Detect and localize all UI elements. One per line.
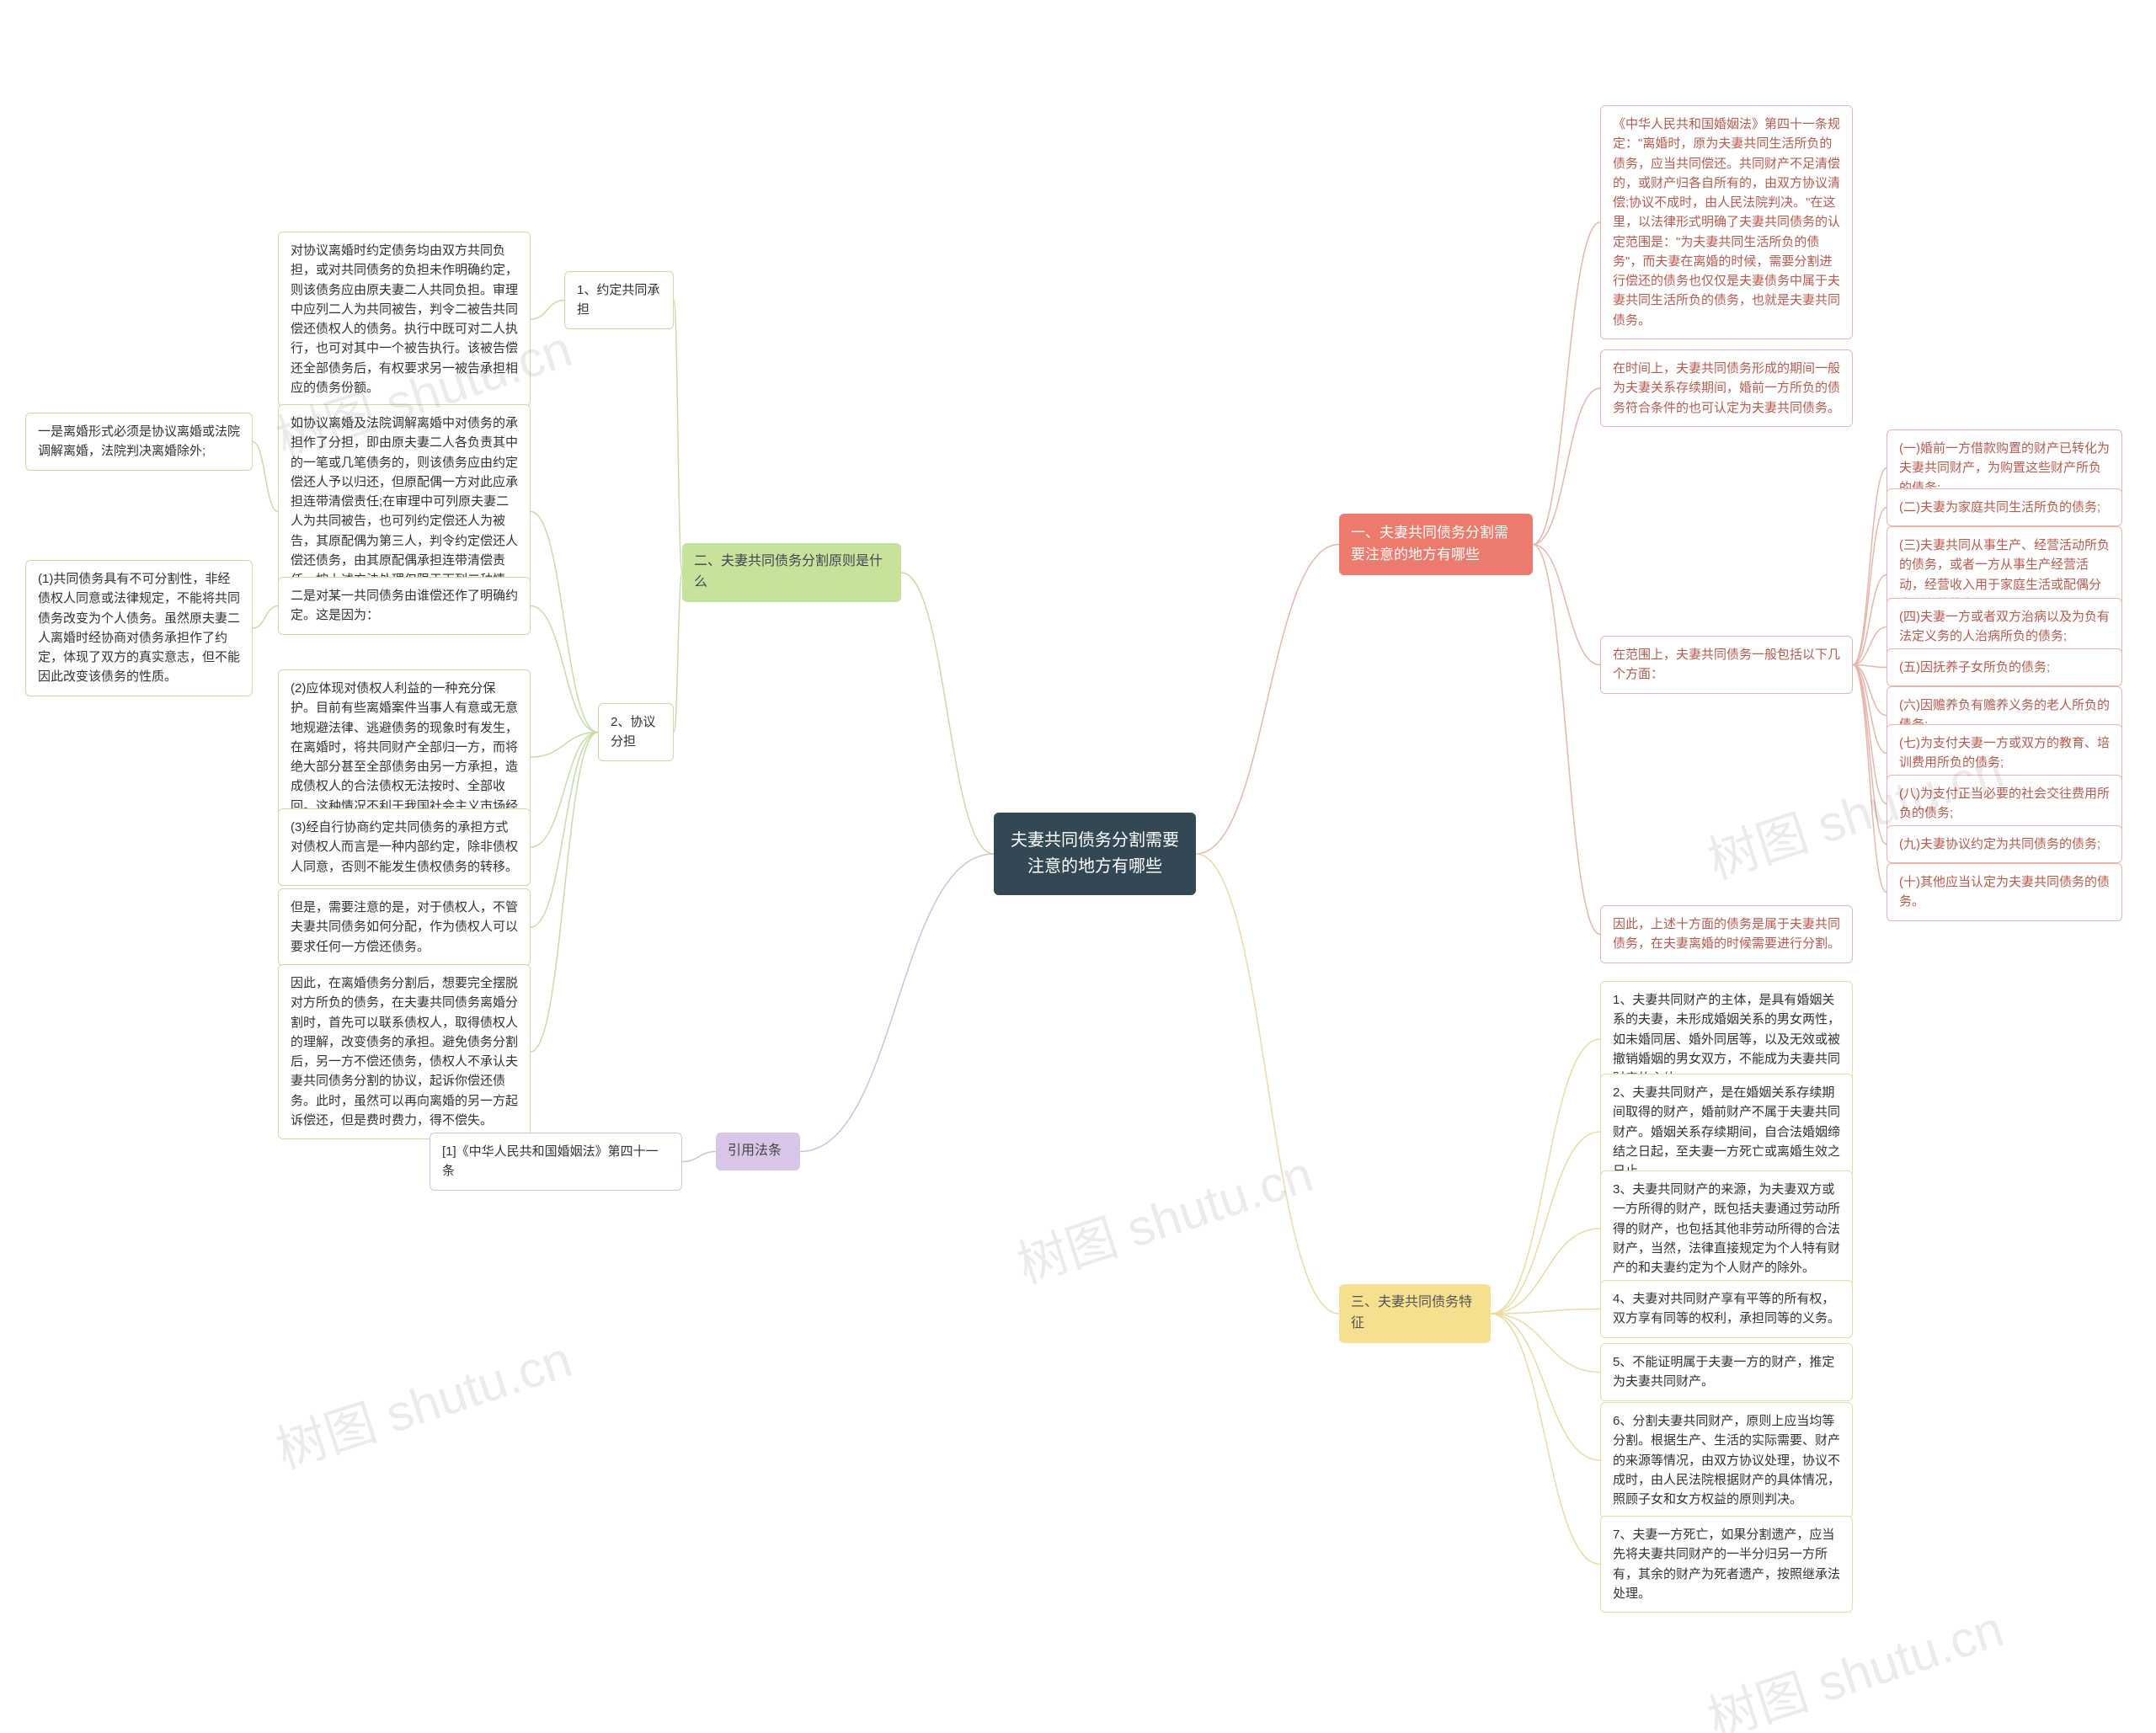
node-text: (1)共同债务具有不可分割性，非经债权人同意或法律规定，不能将共同债务改变为个人… (38, 572, 240, 684)
watermark: 树图 shutu.cn (265, 1319, 579, 1483)
node-text: 一、夫妻共同债务分割需要注意的地方有哪些 (1351, 525, 1508, 563)
node-text: (七)为支付夫妻一方或双方的教育、培训费用所负的债务; (1899, 736, 2110, 770)
node-text: 5、不能证明属于夫妻一方的财产，推定为夫妻共同财产。 (1613, 1355, 1834, 1389)
node-text: 对协议离婚时约定债务均由双方共同负担，或对共同债务的负担未作明确约定，则该债务应… (291, 243, 518, 395)
node-r1c5[interactable]: (五)因抚养子女所负的债务; (1886, 648, 2122, 686)
node-text: 夫妻共同债务分割需要注意的地方有哪些 (1011, 831, 1179, 876)
node-text: 一是离婚形式必须是协议离婚或法院调解离婚，法院判决离婚除外; (38, 424, 240, 458)
node-r4[interactable]: 引用法条 (716, 1133, 800, 1170)
node-r1c10[interactable]: (十)其他应当认定为夫妻共同债务的债务。 (1886, 863, 2122, 921)
node-text: 在范围上，夫妻共同债务一般包括以下几个方面： (1613, 648, 1840, 681)
node-r1c2[interactable]: (二)夫妻为家庭共同生活所负的债务; (1886, 488, 2122, 526)
node-text: (二)夫妻为家庭共同生活所负的债务; (1899, 500, 2100, 515)
node-text: 引用法条 (728, 1144, 782, 1158)
node-r3[interactable]: 三、夫妻共同债务特征 (1339, 1284, 1491, 1343)
node-text: 三、夫妻共同债务特征 (1351, 1295, 1472, 1330)
node-text: 因此，在离婚债务分割后，想要完全摆脱对方所负的债务，在夫妻共同债务离婚分割时，首… (291, 976, 518, 1128)
node-text: 二、夫妻共同债务分割原则是什么 (694, 554, 883, 589)
node-text: 2、夫妻共同财产，是在婚姻关系存续期间取得的财产，婚前财产不属于夫妻共同财产。婚… (1613, 1085, 1840, 1178)
node-r2a1[interactable]: 对协议离婚时约定债务均由双方共同负担，或对共同债务的负担未作明确约定，则该债务应… (278, 232, 531, 407)
node-r1c7[interactable]: (七)为支付夫妻一方或双方的教育、培训费用所负的债务; (1886, 724, 2122, 782)
node-text: (五)因抚养子女所负的债务; (1899, 660, 2050, 675)
node-text: 2、协议分担 (611, 715, 655, 749)
node-r2[interactable]: 二、夫妻共同债务分割原则是什么 (682, 543, 901, 602)
node-text: 但是，需要注意的是，对于债权人，不管夫妻共同债务如何分配，作为债权人可以要求任何… (291, 900, 518, 954)
node-text: 3、夫妻共同财产的来源，为夫妻双方或一方所得的财产，既包括夫妻通过劳动所得的财产… (1613, 1182, 1840, 1275)
node-r1c[interactable]: 在范围上，夫妻共同债务一般包括以下几个方面： (1600, 636, 1853, 694)
node-text: (八)为支付正当必要的社会交往费用所负的债务; (1899, 787, 2110, 820)
node-r2b1a[interactable]: (1)共同债务具有不可分割性，非经债权人同意或法律规定，不能将共同债务改变为个人… (25, 560, 253, 696)
node-r2b1[interactable]: 二是对某一共同债务由谁偿还作了明确约定。这是因为： (278, 577, 531, 635)
node-text: (九)夫妻协议约定为共同债务的债务; (1899, 837, 2100, 851)
node-text: (3)经自行协商约定共同债务的承担方式对债权人而言是一种内部约定，除非债权人同意… (291, 820, 518, 874)
node-text: 因此，上述十方面的债务是属于夫妻共同债务，在夫妻离婚的时候需要进行分割。 (1613, 917, 1840, 951)
node-root[interactable]: 夫妻共同债务分割需要注意的地方有哪些 (994, 813, 1196, 895)
node-text: 6、分割夫妻共同财产，原则上应当均等分割。根据生产、生活的实际需要、财产的来源等… (1613, 1414, 1840, 1506)
node-text: 在时间上，夫妻共同债务形成的期间一般为夫妻关系存续期间，婚前一方所负的债务符合条… (1613, 361, 1840, 415)
node-text: 4、夫妻对共同财产享有平等的所有权，双方享有同等的权利，承担同等的义务。 (1613, 1292, 1840, 1325)
watermark: 树图 shutu.cn (1006, 1133, 1321, 1298)
node-r1c9[interactable]: (九)夫妻协议约定为共同债务的债务; (1886, 825, 2122, 863)
node-r3f[interactable]: 6、分割夫妻共同财产，原则上应当均等分割。根据生产、生活的实际需要、财产的来源等… (1600, 1402, 1853, 1518)
node-text: 1、约定共同承担 (577, 283, 659, 317)
node-text: 二是对某一共同债务由谁偿还作了明确约定。这是因为： (291, 589, 518, 622)
node-text: (十)其他应当认定为夫妻共同债务的债务。 (1899, 875, 2110, 909)
node-r1c4[interactable]: (四)夫妻一方或者双方治病以及为负有法定义务的人治病所负的债务; (1886, 598, 2122, 656)
node-text: (四)夫妻一方或者双方治病以及为负有法定义务的人治病所负的债务; (1899, 610, 2110, 643)
node-text: [1]《中华人民共和国婚姻法》第四十一条 (442, 1144, 659, 1178)
mindmap-canvas: 夫妻共同债务分割需要注意的地方有哪些 一、夫妻共同债务分割需要注意的地方有哪些 《中… (0, 0, 2156, 1733)
node-r2a[interactable]: 1、约定共同承担 (564, 271, 674, 329)
node-r3c[interactable]: 3、夫妻共同财产的来源，为夫妻双方或一方所得的财产，既包括夫妻通过劳动所得的财产… (1600, 1170, 1853, 1287)
node-r2b0a[interactable]: 一是离婚形式必须是协议离婚或法院调解离婚，法院判决离婚除外; (25, 413, 253, 471)
node-r2b5[interactable]: 因此，在离婚债务分割后，想要完全摆脱对方所负的债务，在夫妻共同债务离婚分割时，首… (278, 964, 531, 1139)
node-text: 1、夫妻共同财产的主体，是具有婚姻关系的夫妻，未形成婚姻关系的男女两性，如未婚同… (1613, 993, 1840, 1085)
node-r1d[interactable]: 因此，上述十方面的债务是属于夫妻共同债务，在夫妻离婚的时候需要进行分割。 (1600, 905, 1853, 963)
node-text: (一)婚前一方借款购置的财产已转化为夫妻共同财产，为购置这些财产所负的债务; (1899, 441, 2110, 495)
node-r4a[interactable]: [1]《中华人民共和国婚姻法》第四十一条 (430, 1133, 682, 1191)
node-r3g[interactable]: 7、夫妻一方死亡，如果分割遗产，应当先将夫妻共同财产的一半分归另一方所有，其余的… (1600, 1516, 1853, 1613)
node-text: 《中华人民共和国婚姻法》第四十一条规定："离婚时，原为夫妻共同生活所负的债务，应… (1613, 117, 1840, 328)
node-r1a[interactable]: 《中华人民共和国婚姻法》第四十一条规定："离婚时，原为夫妻共同生活所负的债务，应… (1600, 105, 1853, 339)
node-r1c8[interactable]: (八)为支付正当必要的社会交往费用所负的债务; (1886, 775, 2122, 833)
node-r3e[interactable]: 5、不能证明属于夫妻一方的财产，推定为夫妻共同财产。 (1600, 1343, 1853, 1401)
node-text: 7、夫妻一方死亡，如果分割遗产，应当先将夫妻共同财产的一半分归另一方所有，其余的… (1613, 1528, 1840, 1601)
node-r2b[interactable]: 2、协议分担 (598, 703, 674, 761)
node-r2b3[interactable]: (3)经自行协商约定共同债务的承担方式对债权人而言是一种内部约定，除非债权人同意… (278, 808, 531, 886)
node-r1[interactable]: 一、夫妻共同债务分割需要注意的地方有哪些 (1339, 514, 1533, 575)
node-r2b4[interactable]: 但是，需要注意的是，对于债权人，不管夫妻共同债务如何分配，作为债权人可以要求任何… (278, 888, 531, 966)
node-r3d[interactable]: 4、夫妻对共同财产享有平等的所有权，双方享有同等的权利，承担同等的义务。 (1600, 1280, 1853, 1338)
node-r1b[interactable]: 在时间上，夫妻共同债务形成的期间一般为夫妻关系存续期间，婚前一方所负的债务符合条… (1600, 349, 1853, 427)
